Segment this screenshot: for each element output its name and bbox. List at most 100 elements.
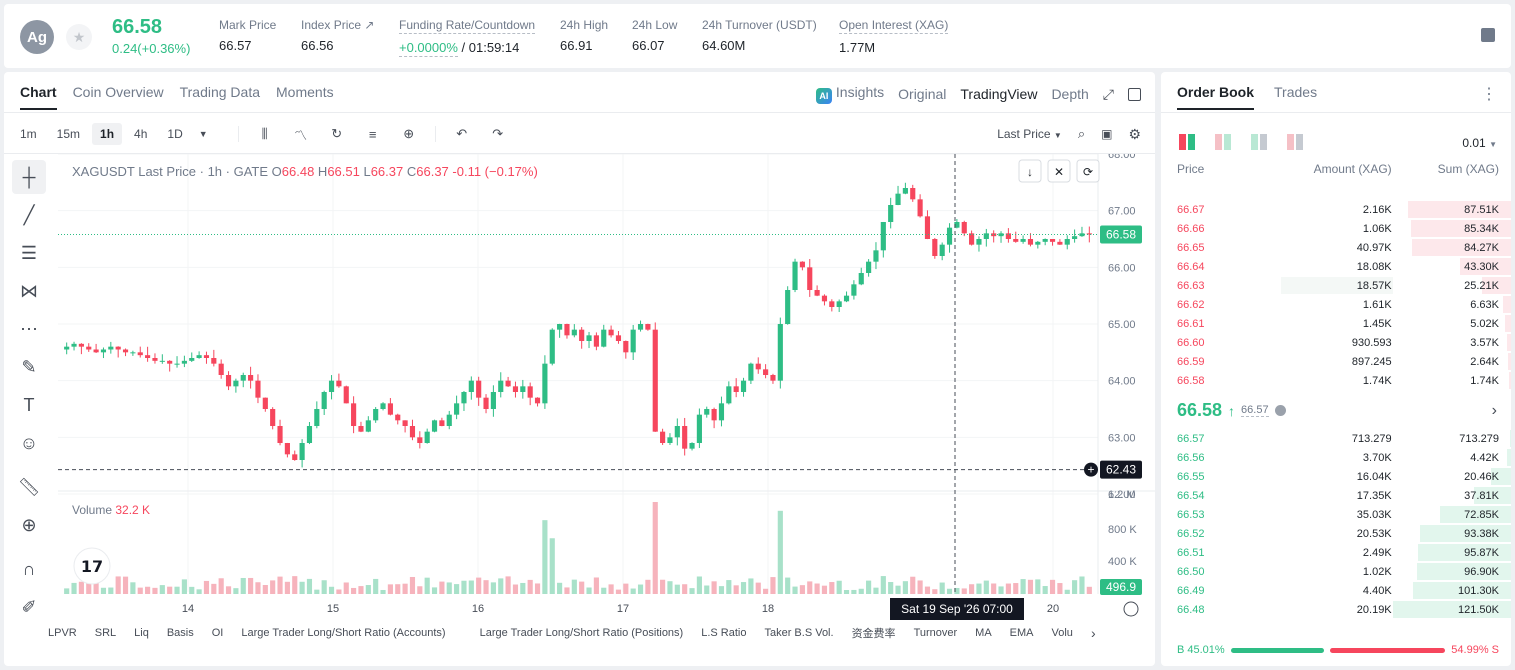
current-price-tag: [1100, 225, 1142, 244]
tab-coin-overview[interactable]: Coin Overview: [72, 84, 164, 100]
tab-trading-data[interactable]: Trading Data: [179, 84, 261, 100]
bid-row[interactable]: 66.54 17.35K 37.81K: [1161, 486, 1511, 505]
ask-row[interactable]: 66.66 1.06K 85.34K: [1161, 219, 1511, 238]
bid-row[interactable]: 66.55 16.04K 20.46K: [1161, 467, 1511, 486]
camera-icon[interactable]: ▣: [1101, 127, 1113, 141]
book-icon[interactable]: [1481, 28, 1495, 42]
settings-gear-icon[interactable]: ⚙: [1128, 125, 1141, 142]
timeframe-dropdown-icon[interactable]: ▼: [198, 129, 208, 139]
indicator-1[interactable]: SRL: [94, 627, 117, 639]
ask-row[interactable]: 66.60 930.593 3.57K: [1161, 333, 1511, 352]
volume-bar: [954, 587, 960, 594]
window-icon[interactable]: [1128, 87, 1141, 101]
trendline-icon[interactable]: ╱: [23, 204, 35, 225]
templates-icon[interactable]: ≡: [368, 126, 377, 142]
horizontal-lines-icon[interactable]: ☰: [20, 242, 38, 263]
volume-bar: [468, 580, 474, 594]
indicator-5[interactable]: Large Trader Long/Short Ratio (Accounts): [241, 627, 446, 639]
magnet-icon[interactable]: ∩: [22, 558, 36, 579]
indicator-13[interactable]: Volu: [1051, 627, 1073, 639]
view-tradingview[interactable]: TradingView: [960, 86, 1038, 102]
volume-bar: [726, 580, 732, 594]
bid-row[interactable]: 66.51 2.49K 95.87K: [1161, 543, 1511, 562]
indicator-9[interactable]: 资金费率: [851, 628, 896, 640]
timeframe-1m[interactable]: 1m: [20, 127, 37, 141]
zoom-in-icon[interactable]: ⊕: [21, 514, 37, 535]
ask-row[interactable]: 66.61 1.45K 5.02K: [1161, 314, 1511, 333]
ask-row[interactable]: 66.63 18.57K 25.21K: [1161, 276, 1511, 295]
precision-select[interactable]: 0.01 ▼: [1462, 136, 1497, 150]
bid-row[interactable]: 66.52 20.53K 93.38K: [1161, 524, 1511, 543]
depth-bar: [1408, 201, 1511, 218]
indicator-scroll-icon[interactable]: ›: [1090, 625, 1096, 641]
indicator-7[interactable]: L.S Ratio: [701, 627, 747, 639]
price-type-select[interactable]: Last Price ▼: [997, 127, 1062, 141]
bid-row[interactable]: 66.50 1.02K 96.90K: [1161, 562, 1511, 581]
tab-order-book[interactable]: Order Book: [1177, 84, 1255, 110]
indicator-12[interactable]: EMA: [1009, 627, 1034, 639]
ask-row[interactable]: 66.58 1.74K 1.74K: [1161, 371, 1511, 390]
bid-row[interactable]: 66.48 20.19K 121.50K: [1161, 600, 1511, 619]
candle-type-icon[interactable]: ⫼: [261, 126, 268, 141]
more-options-icon[interactable]: ⋮: [1481, 86, 1497, 103]
favorite-star-icon[interactable]: ★: [66, 24, 92, 50]
ask-row[interactable]: 66.59 897.245 2.64K: [1161, 352, 1511, 371]
timeframe-1h[interactable]: 1h: [92, 123, 123, 145]
stat-index-price[interactable]: Index Price ↗ 66.56: [301, 18, 375, 53]
brush-icon[interactable]: ✎: [21, 356, 37, 377]
candle: [64, 346, 70, 350]
indicator-11[interactable]: MA: [975, 627, 992, 639]
indicator-4[interactable]: OI: [211, 627, 224, 639]
tab-trades[interactable]: Trades: [1274, 84, 1318, 100]
ruler-icon[interactable]: 📏︎: [17, 476, 41, 497]
bid-row[interactable]: 66.56 3.70K 4.42K: [1161, 448, 1511, 467]
ask-row[interactable]: 66.62 1.61K 6.63K: [1161, 295, 1511, 314]
candle: [814, 290, 820, 296]
pattern-icon[interactable]: ⋈: [20, 280, 38, 301]
indicators-icon[interactable]: 〽: [294, 127, 308, 143]
bid-row[interactable]: 66.53 35.03K 72.85K: [1161, 505, 1511, 524]
text-icon[interactable]: T: [23, 394, 35, 415]
ask-amount: 930.593: [1351, 336, 1392, 349]
view-original[interactable]: Original: [898, 86, 947, 102]
replay-icon[interactable]: ↻: [331, 126, 343, 141]
crosshair-icon[interactable]: ┼: [12, 160, 46, 194]
ask-row[interactable]: 66.67 2.16K 87.51K: [1161, 200, 1511, 219]
candle: [181, 360, 187, 364]
ask-row[interactable]: 66.65 40.97K 84.27K: [1161, 238, 1511, 257]
bid-row[interactable]: 66.57 713.279 713.279: [1161, 429, 1511, 448]
mode-asks-icon[interactable]: [1215, 134, 1231, 150]
chevron-right-icon[interactable]: ›: [1491, 402, 1497, 419]
price-chart[interactable]: 68.00 67.00 66.00 65.00 64.00 63.00 62.00 14 15 1…: [58, 154, 1155, 664]
indicator-0[interactable]: LPVR: [48, 627, 77, 639]
tab-chart[interactable]: Chart: [20, 84, 57, 110]
indicator-10[interactable]: Turnover: [913, 627, 958, 639]
mode-sells-icon[interactable]: [1287, 134, 1303, 150]
ask-row[interactable]: 66.64 18.08K 43.30K: [1161, 257, 1511, 276]
mode-bids-icon[interactable]: [1251, 134, 1267, 150]
timeframe-1d[interactable]: 1D: [167, 127, 183, 141]
add-alert-icon[interactable]: ⊕: [403, 126, 415, 141]
timeframe-15m[interactable]: 15m: [56, 127, 81, 141]
tab-moments[interactable]: Moments: [276, 84, 334, 100]
expand-icon[interactable]: ⤢: [1102, 85, 1114, 102]
redo-icon[interactable]: ↷: [492, 126, 504, 141]
fib-icon[interactable]: ⋯: [20, 318, 38, 339]
emoji-icon[interactable]: ☺: [19, 432, 39, 453]
plus-icon: +: [1087, 463, 1094, 477]
mode-both-icon[interactable]: [1179, 134, 1195, 150]
indicator-2[interactable]: Liq: [134, 627, 149, 639]
indicator-8[interactable]: Taker B.S Vol.: [764, 627, 834, 639]
pencil-lock-icon[interactable]: ✐: [21, 596, 37, 617]
timeframe-4h[interactable]: 4h: [134, 127, 148, 141]
indicator-6[interactable]: Large Trader Long/Short Ratio (Positions…: [479, 627, 684, 639]
undo-icon[interactable]: ↶: [456, 126, 468, 141]
bid-row[interactable]: 66.49 4.40K 101.30K: [1161, 581, 1511, 600]
view-depth[interactable]: Depth: [1051, 86, 1089, 102]
search-icon[interactable]: ⌕: [1077, 126, 1086, 141]
indicator-3[interactable]: Basis: [166, 627, 194, 639]
candle: [917, 199, 923, 217]
insights-button[interactable]: AI Insights: [815, 84, 884, 104]
ask-price: 66.65: [1177, 241, 1205, 254]
candle: [299, 443, 305, 460]
